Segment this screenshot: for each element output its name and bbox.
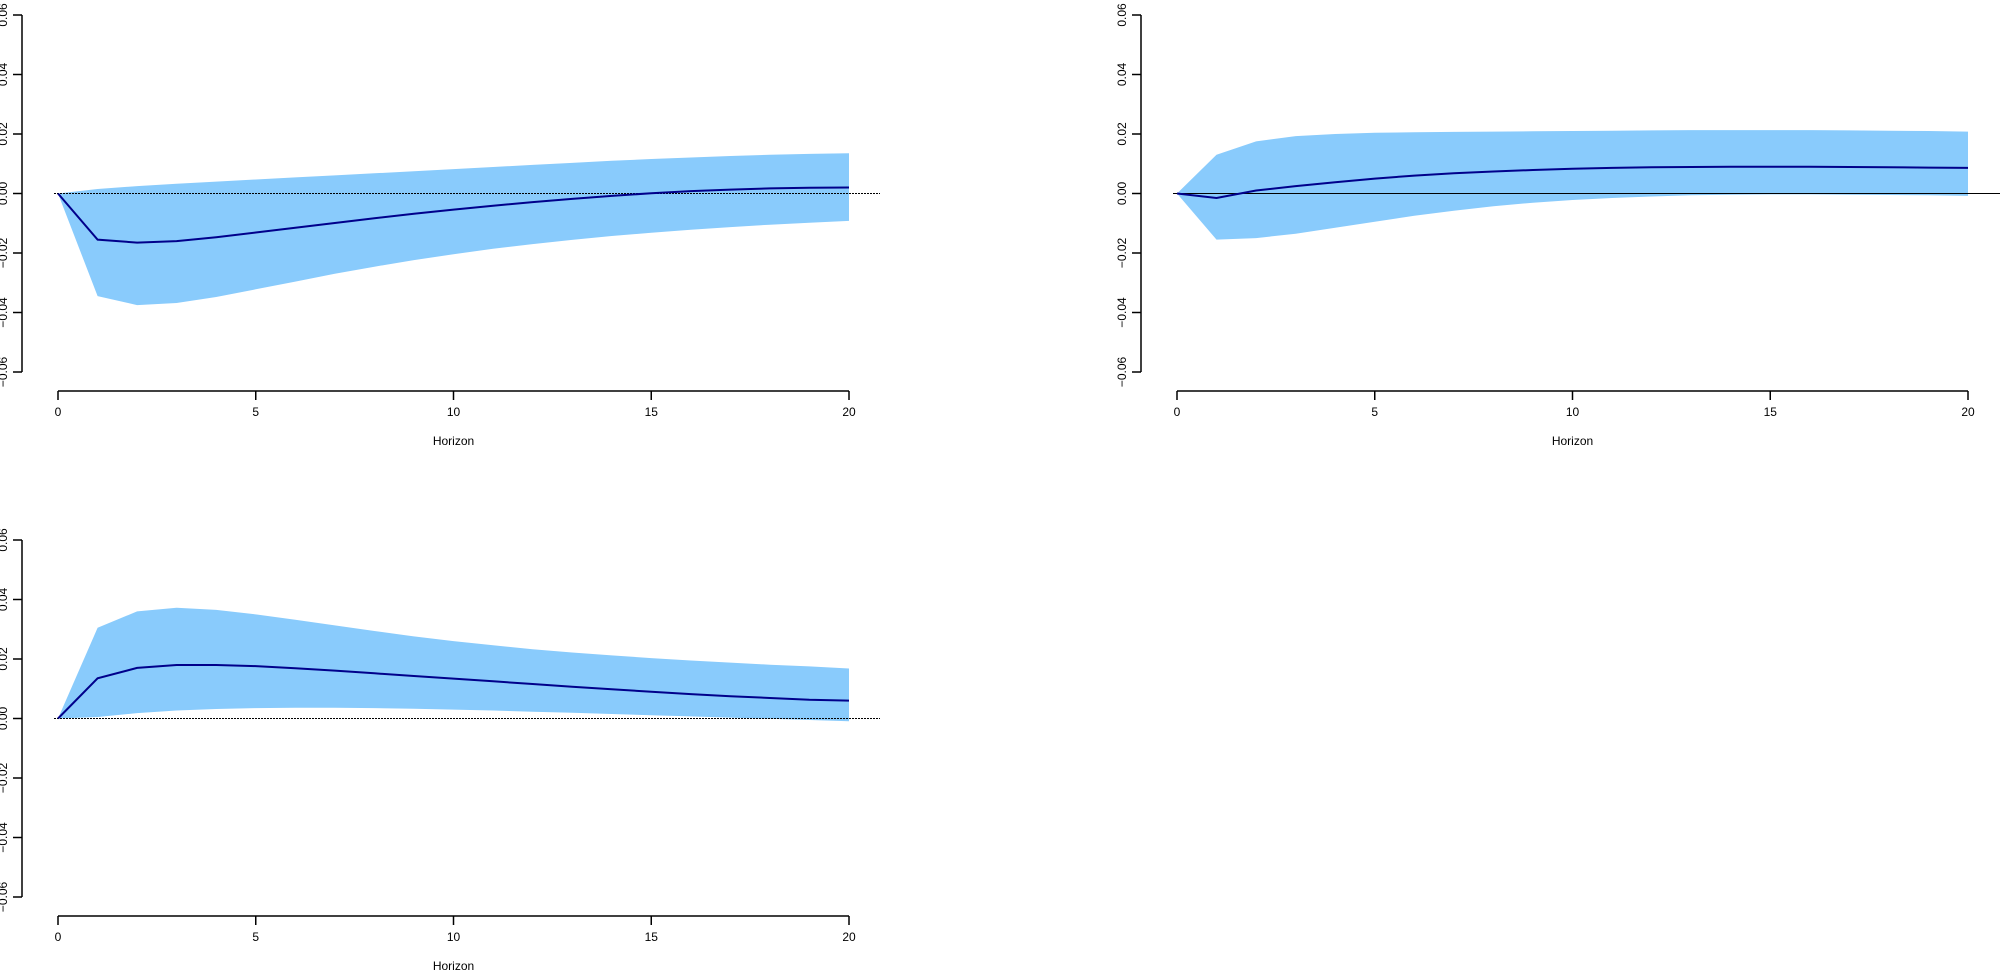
impulse-response-line [57,664,850,720]
x-tick-label: 5 [1371,405,1378,419]
x-tick-label: 10 [1566,405,1580,419]
chart-panel-3: −0.06 −0.04 −0.02 0.00 0.02 0.04 0.06 0 5 10 15 20 H… [0,528,880,973]
y-tick-label: 0.00 [0,706,10,730]
x-tick-label: 10 [447,405,461,419]
confidence-band [58,607,849,722]
y-tick-label: −0.02 [0,237,10,268]
x-tick-label: 0 [1174,405,1181,419]
y-tick-label: 0.04 [1115,62,1129,86]
x-axis-title: Horizon [1552,434,1593,448]
y-tick-label: −0.04 [0,297,10,328]
y-tick-label: 0.06 [0,528,10,552]
y-tick-label: 0.06 [1115,3,1129,27]
y-tick-label: −0.04 [1115,297,1129,328]
impulse-response-line [1176,165,1969,200]
impulse-response-line [57,186,850,244]
x-axis-title: Horizon [433,959,474,973]
x-tick-label: 0 [55,930,62,944]
x-axis-title: Horizon [433,434,474,448]
y-tick-label: 0.02 [0,122,10,146]
x-tick-label: 15 [645,405,659,419]
y-tick-label: 0.04 [0,62,10,86]
x-tick-label: 15 [1764,405,1778,419]
y-tick-label: −0.04 [0,822,10,853]
x-tick-label: 5 [252,930,259,944]
y-tick-label: 0.06 [0,3,10,27]
confidence-band [1177,130,1968,240]
x-tick-label: 20 [842,930,856,944]
y-tick-label: 0.02 [0,647,10,671]
y-tick-label: −0.02 [1115,237,1129,268]
chart-panel-2: −0.06 −0.04 −0.02 0.00 0.02 0.04 0.06 0 5 10 15 20 H… [1115,3,2000,448]
y-tick-label: 0.04 [0,587,10,611]
x-tick-label: 20 [842,405,856,419]
y-tick-label: 0.00 [1115,181,1129,205]
confidence-band [58,153,849,306]
x-tick-label: 0 [55,405,62,419]
y-tick-label: −0.06 [0,356,10,387]
x-tick-label: 15 [645,930,659,944]
y-tick-label: 0.02 [1115,122,1129,146]
x-tick-label: 5 [252,405,259,419]
y-tick-label: −0.06 [1115,356,1129,387]
y-tick-label: 0.00 [0,181,10,205]
y-tick-label: −0.06 [0,881,10,912]
chart-panel-1: −0.06 −0.04 −0.02 0.00 0.02 0.04 0.06 0 5 10 15 20 H… [0,3,880,448]
x-tick-label: 20 [1961,405,1975,419]
y-tick-label: −0.02 [0,762,10,793]
x-tick-label: 10 [447,930,461,944]
